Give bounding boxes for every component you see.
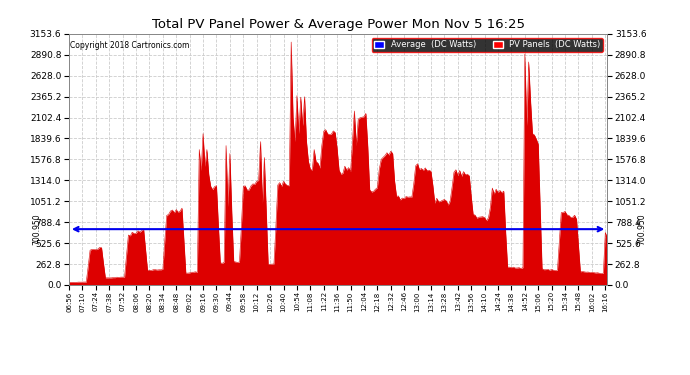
Text: 700.950: 700.950 [32, 213, 41, 245]
Text: Copyright 2018 Cartronics.com: Copyright 2018 Cartronics.com [70, 41, 190, 50]
Legend: Average  (DC Watts), PV Panels  (DC Watts): Average (DC Watts), PV Panels (DC Watts) [371, 38, 603, 52]
Title: Total PV Panel Power & Average Power Mon Nov 5 16:25: Total PV Panel Power & Average Power Mon… [152, 18, 524, 31]
Text: 700.950: 700.950 [638, 213, 647, 245]
